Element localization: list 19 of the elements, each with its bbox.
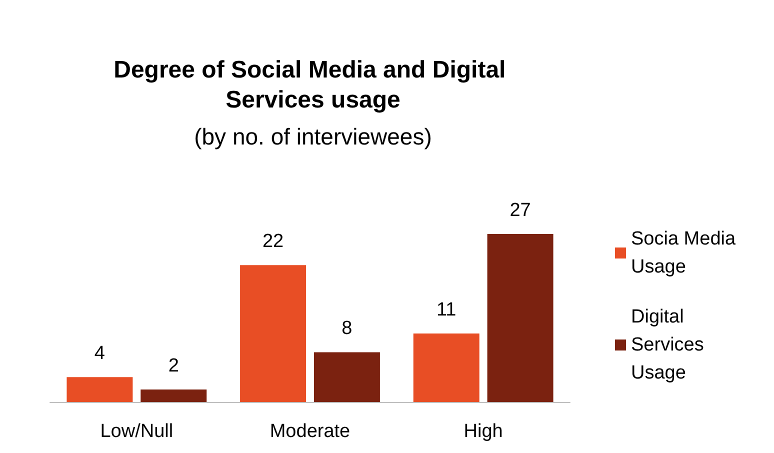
data-label: 4 [94,343,106,364]
bar [66,377,133,402]
x-tick-label: Low/Null [100,421,174,442]
legend-label: Digital Services Usage [631,306,710,384]
data-label: 27 [510,200,531,221]
data-label: 22 [262,231,284,252]
data-label: 11 [436,300,456,321]
bar [413,334,480,402]
data-label: 8 [342,318,352,340]
legend-label: Socia Media Usage [631,228,741,278]
bar [140,390,207,402]
bar [240,265,306,402]
bar [487,234,554,402]
x-tick-label: High [464,421,503,442]
chart-title: Degree of Social Media and Digital Services usage [114,56,512,114]
bar [314,352,380,402]
x-tick-label: Moderate [270,421,350,442]
data-label: 2 [168,356,179,377]
chart-subtitle: (by no. of interviewees) [194,124,432,150]
